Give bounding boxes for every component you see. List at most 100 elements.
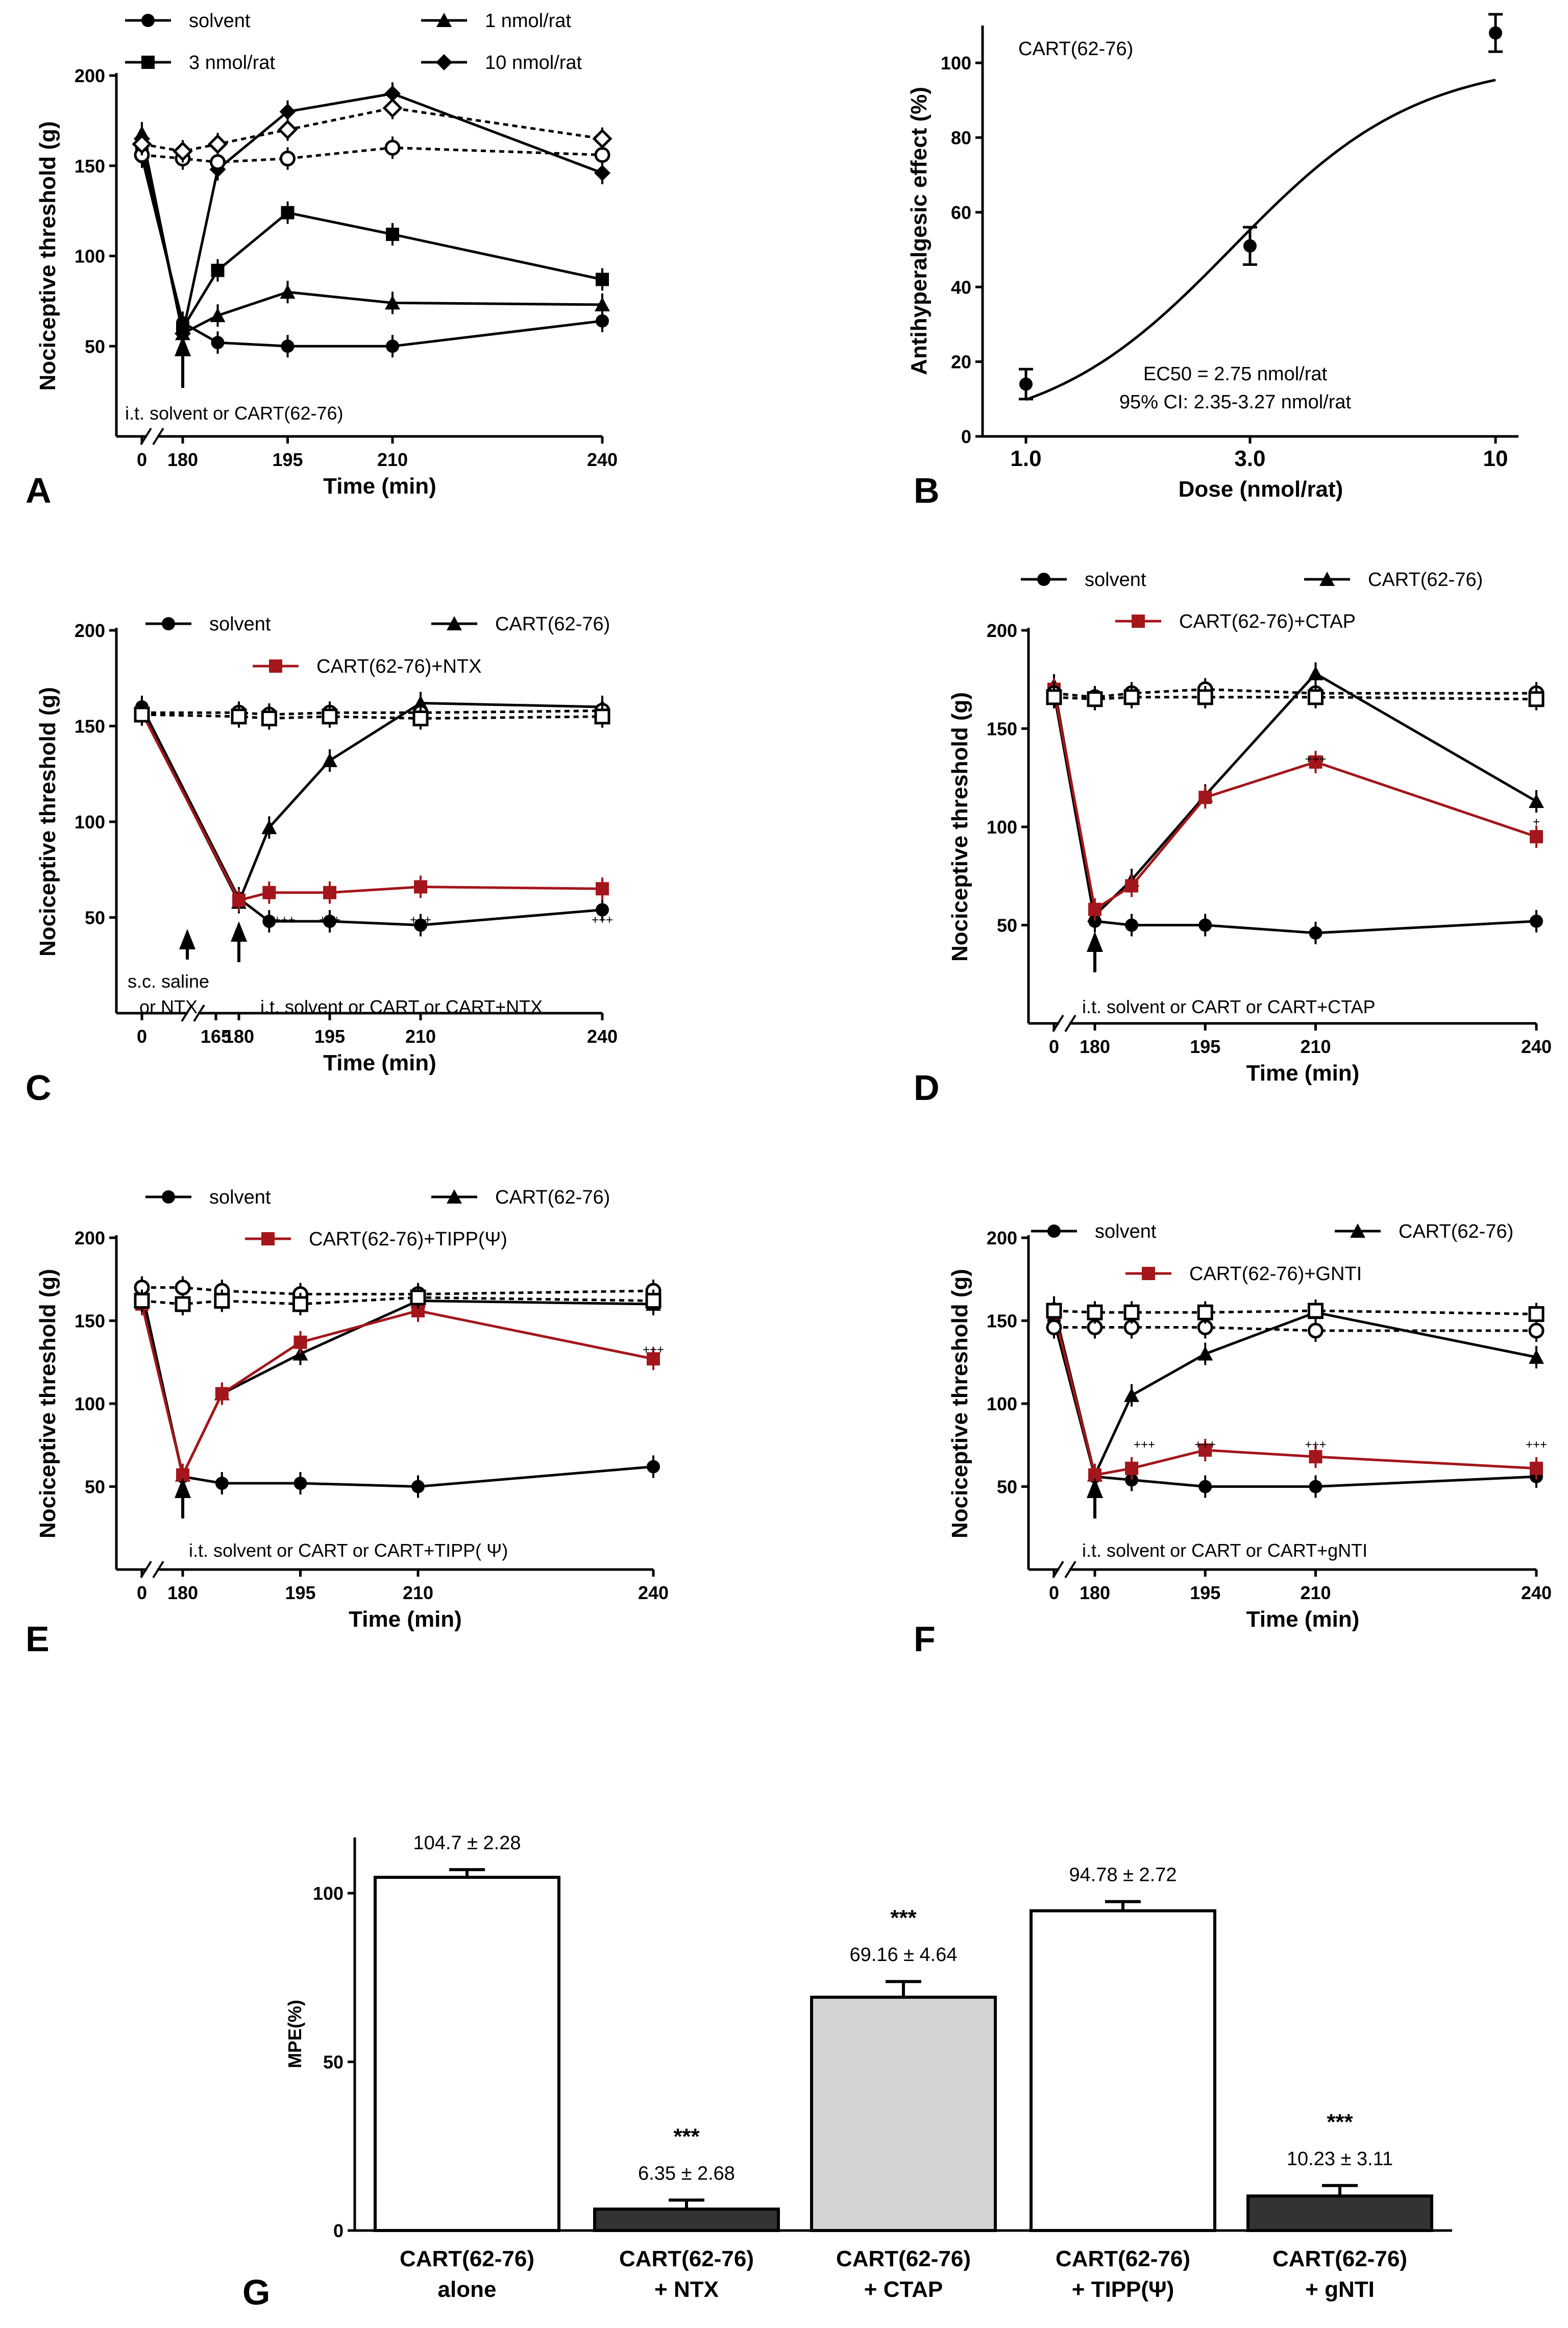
legend-label-C: solvent: [209, 614, 271, 635]
y-tick-label-F: 50: [997, 1477, 1017, 1498]
arrow-C-head: [231, 921, 247, 942]
data-point-F-2-5: [1530, 1461, 1543, 1475]
data-point-A-2-5: [596, 273, 609, 286]
data-point-D-1-4: [1308, 666, 1324, 680]
data-point-E-0-4: [411, 1480, 425, 1493]
series-line-E-3: [142, 1286, 654, 1295]
data-point-C-2-2: [262, 886, 276, 899]
x-tick-label-C: 165: [201, 1026, 231, 1047]
panel-letter-G: G: [242, 2272, 270, 2312]
x-tick-label-D: 210: [1300, 1036, 1331, 1057]
x-axis-title-D: Time (min): [1246, 1061, 1360, 1086]
panel-letter-D: D: [914, 1068, 940, 1108]
data-point-E-3-1: [175, 1280, 191, 1295]
data-point-C-4-1: [231, 708, 247, 725]
arrow-pre-C-head: [179, 929, 195, 949]
y-tick-label-A: 200: [75, 65, 105, 86]
x-tick-label-C: 180: [224, 1026, 254, 1047]
data-point-D-0-4: [1309, 926, 1322, 940]
x-axis-title-E: Time (min): [349, 1607, 462, 1632]
data-point-C-2-1: [232, 893, 246, 907]
bar-G-2: [810, 1995, 997, 2232]
x-tick-label-D: 240: [1521, 1036, 1552, 1057]
series-line-E-4: [141, 1296, 654, 1306]
value-label-G-0: 104.7 ± 2.28: [413, 1832, 521, 1854]
y-tick-label-E: 150: [75, 1311, 105, 1332]
y-tick-label-A: 100: [75, 246, 105, 267]
legend-marker-E: [162, 1190, 175, 1204]
x-tick-label-E: 240: [638, 1582, 669, 1603]
sig-stars-G-1: ***: [673, 2124, 700, 2149]
data-point-E-4-4: [410, 1289, 426, 1306]
legend-label-E: solvent: [209, 1187, 271, 1208]
data-point-F-0-4: [1309, 1480, 1322, 1493]
data-point-B-1: [1243, 239, 1257, 253]
data-point-F-4-2: [1123, 1304, 1140, 1320]
y-tick-label-B: 80: [951, 128, 971, 149]
legend-marker-C: [447, 616, 462, 630]
legend-marker-E: [261, 1232, 275, 1245]
data-point-D-4-1: [1087, 691, 1103, 707]
annotation-sc-C: s.c. saline: [128, 971, 209, 992]
data-point-F-3-4: [1308, 1322, 1324, 1339]
series-line-D-3: [1054, 688, 1536, 699]
fit-curve-B: [1025, 79, 1496, 401]
x-axis-title-B: Dose (nmol/rat): [1179, 477, 1343, 502]
bar-G-4: [1246, 2194, 1433, 2232]
legend-label-E: CART(62-76): [495, 1187, 610, 1208]
legend-marker-F: [1047, 1224, 1061, 1238]
y-tick-label-E: 200: [75, 1228, 105, 1248]
series-line-A-5: [141, 107, 603, 153]
series-line-A-4: [141, 146, 603, 164]
data-point-D-0-5: [1530, 914, 1543, 928]
legend-label-D: CART(62-76)+CTAP: [1179, 611, 1356, 632]
y-tick-label-B: 0: [961, 426, 971, 447]
legend-label-C: CART(62-76): [495, 614, 610, 635]
data-point-A-5-1: [173, 141, 193, 162]
data-point-A-0-4: [386, 339, 399, 353]
data-point-D-2-5: [1530, 830, 1543, 844]
x-tick-label-E: 180: [167, 1582, 198, 1603]
data-point-E-2-5: [647, 1352, 660, 1366]
bar-G-0: [374, 1876, 560, 2232]
x-tick-label-F: 180: [1080, 1582, 1110, 1603]
data-point-A-4-2: [210, 154, 226, 170]
data-point-A-5-0: [132, 134, 152, 154]
sig-mark-F: +++: [1194, 1438, 1216, 1452]
legend-marker-C: [269, 659, 282, 673]
y-tick-label-E: 50: [85, 1477, 105, 1498]
legend-label-D: CART(62-76): [1368, 569, 1483, 591]
legend-marker-A: [141, 56, 155, 69]
data-point-C-0-4: [414, 918, 427, 932]
data-point-A-2-4: [386, 228, 399, 241]
category-sublabel-G-0: alone: [438, 2277, 497, 2302]
axis-break-E: [152, 1560, 164, 1579]
data-point-A-3-1: [175, 325, 191, 342]
annotation-ci-B: 95% CI: 2.35-3.27 nmol/rat: [1119, 391, 1352, 413]
data-point-F-3-0: [1046, 1319, 1062, 1335]
legend-marker-A: [141, 14, 155, 27]
annotation-ntx-C: or NTX: [139, 996, 198, 1017]
data-point-E-4-0: [134, 1293, 150, 1309]
sig-mark-D: +++: [1305, 752, 1326, 766]
series-line-C-2: [140, 712, 603, 902]
legend-label-A: 10 nmol/rat: [485, 52, 582, 73]
y-tick-label-B: 100: [941, 53, 971, 73]
data-point-C-4-5: [594, 708, 610, 725]
legend-label-F: CART(62-76): [1399, 1221, 1513, 1242]
legend-label-C: CART(62-76)+NTX: [316, 656, 481, 677]
legend-marker-A: [436, 54, 452, 70]
data-point-C-4-4: [412, 710, 429, 726]
x-tick-label-C: 0: [137, 1026, 147, 1047]
data-point-F-4-1: [1087, 1304, 1103, 1320]
y-axis-title-D: Nociceptive threshold (g): [947, 692, 972, 962]
category-label-G-1: CART(62-76): [619, 2246, 754, 2271]
data-point-D-4-3: [1197, 689, 1213, 705]
annotation-D: i.t. solvent or CART or CART+CTAP: [1082, 996, 1376, 1017]
sig-mark-F: +++: [1134, 1438, 1155, 1452]
annotation-it-C: i.t. solvent or CART or CART+NTX: [260, 996, 543, 1017]
data-point-A-5-4: [382, 98, 403, 118]
data-point-A-1-5: [595, 297, 610, 311]
arrow-F-head: [1087, 1478, 1103, 1498]
data-point-C-4-3: [322, 708, 338, 725]
